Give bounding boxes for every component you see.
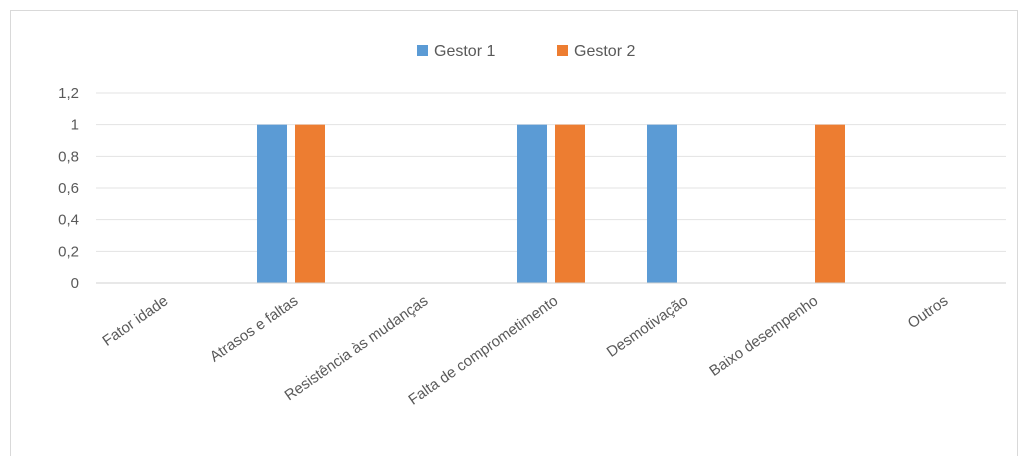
x-tick-label: Falta de comprometimento xyxy=(405,292,561,408)
legend-swatch-gestor-1 xyxy=(417,45,428,56)
bar-gestor-1-4 xyxy=(647,125,677,283)
x-tick-label: Atrasos e faltas xyxy=(207,292,301,365)
x-tick-label: Fator idade xyxy=(99,292,171,349)
legend-label: Gestor 1 xyxy=(434,43,495,60)
y-tick-label: 1 xyxy=(71,117,79,134)
x-tick-label: Baixo desempenho xyxy=(706,292,821,380)
bar-gestor-2-5 xyxy=(815,125,845,283)
legend-swatch-gestor-2 xyxy=(557,45,568,56)
y-tick-label: 1,2 xyxy=(58,85,79,102)
y-tick-label: 0,2 xyxy=(58,243,79,260)
bar-gestor-2-1 xyxy=(295,125,325,283)
y-tick-label: 0,6 xyxy=(58,180,79,197)
y-tick-label: 0,8 xyxy=(58,148,79,165)
bar-chart: Gestor 1 Gestor 2 0 0,2 0,4 0,6 0,8 1 1,2 Fator… xyxy=(11,11,1019,457)
x-tick-label: Outros xyxy=(905,292,952,332)
y-axis-ticks: 0 0,2 0,4 0,6 0,8 1 1,2 xyxy=(58,85,79,292)
chart-frame: Gestor 1 Gestor 2 0 0,2 0,4 0,6 0,8 1 1,2 Fator… xyxy=(10,10,1018,456)
bars xyxy=(257,125,845,283)
bar-gestor-1-3 xyxy=(517,125,547,283)
legend: Gestor 1 Gestor 2 xyxy=(417,43,635,60)
legend-label: Gestor 2 xyxy=(574,43,635,60)
bar-gestor-1-1 xyxy=(257,125,287,283)
y-tick-label: 0 xyxy=(71,275,79,292)
y-tick-label: 0,4 xyxy=(58,212,79,229)
bar-gestor-2-3 xyxy=(555,125,585,283)
gridlines xyxy=(96,93,1006,251)
x-tick-label: Desmotivação xyxy=(604,292,692,360)
x-tick-label: Resistência às mudanças xyxy=(282,292,432,404)
